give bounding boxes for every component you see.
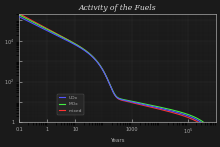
UOx <box>114 94 116 96</box>
UOx <box>18 16 20 18</box>
mixed <box>209 131 211 133</box>
MOx <box>114 94 116 95</box>
mixed <box>28 18 31 20</box>
Line: mixed: mixed <box>19 14 216 140</box>
mixed <box>173 112 175 114</box>
mixed <box>114 94 116 96</box>
MOx <box>214 135 217 137</box>
UOx <box>108 83 111 85</box>
Title: Activity of the Fuels: Activity of the Fuels <box>79 4 156 12</box>
UOx <box>209 129 211 131</box>
MOx <box>18 14 20 16</box>
MOx <box>108 83 111 85</box>
MOx <box>209 127 211 129</box>
Legend: UOx, MOx, mixed: UOx, MOx, mixed <box>57 94 84 115</box>
mixed <box>108 83 111 85</box>
X-axis label: Years: Years <box>110 138 125 143</box>
UOx <box>214 137 217 139</box>
MOx <box>209 127 211 129</box>
UOx <box>173 111 175 113</box>
mixed <box>18 13 20 15</box>
UOx <box>28 21 31 23</box>
mixed <box>214 139 217 141</box>
MOx <box>28 19 31 21</box>
Line: UOx: UOx <box>19 17 216 138</box>
UOx <box>209 129 211 131</box>
Line: MOx: MOx <box>19 15 216 136</box>
MOx <box>173 110 175 111</box>
mixed <box>209 131 211 133</box>
